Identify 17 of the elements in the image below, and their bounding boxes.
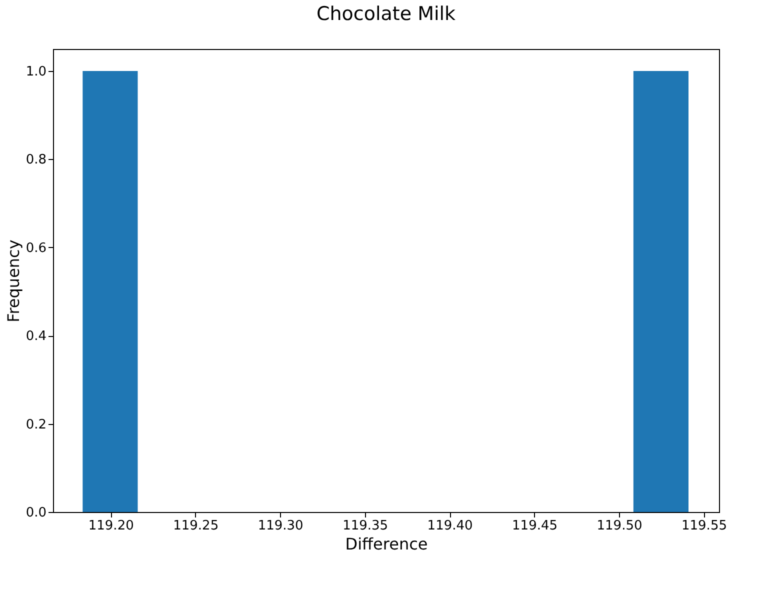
y-tick-label: 0.2 [26,417,46,432]
y-tick-label: 1.0 [26,64,46,80]
x-tick-label: 119.45 [512,518,558,534]
x-tick-label: 119.40 [427,518,473,534]
x-tick-label: 119.25 [173,518,219,534]
x-tick-label: 119.35 [342,518,388,534]
y-tick-label: 0.8 [26,152,46,168]
x-tick-label: 119.50 [596,518,642,534]
y-axis-title: Frequency [4,240,23,322]
y-tick-label: 0.6 [26,240,46,256]
x-tick-label: 119.55 [682,518,727,534]
chart-title: Chocolate Milk [316,3,456,25]
x-axis-title: Difference [345,534,428,554]
y-tick-label: 0.4 [26,329,46,344]
x-tick-label: 119.30 [258,518,304,534]
x-tick-label: 119.20 [88,518,134,534]
y-tick-label: 0.0 [26,506,46,520]
